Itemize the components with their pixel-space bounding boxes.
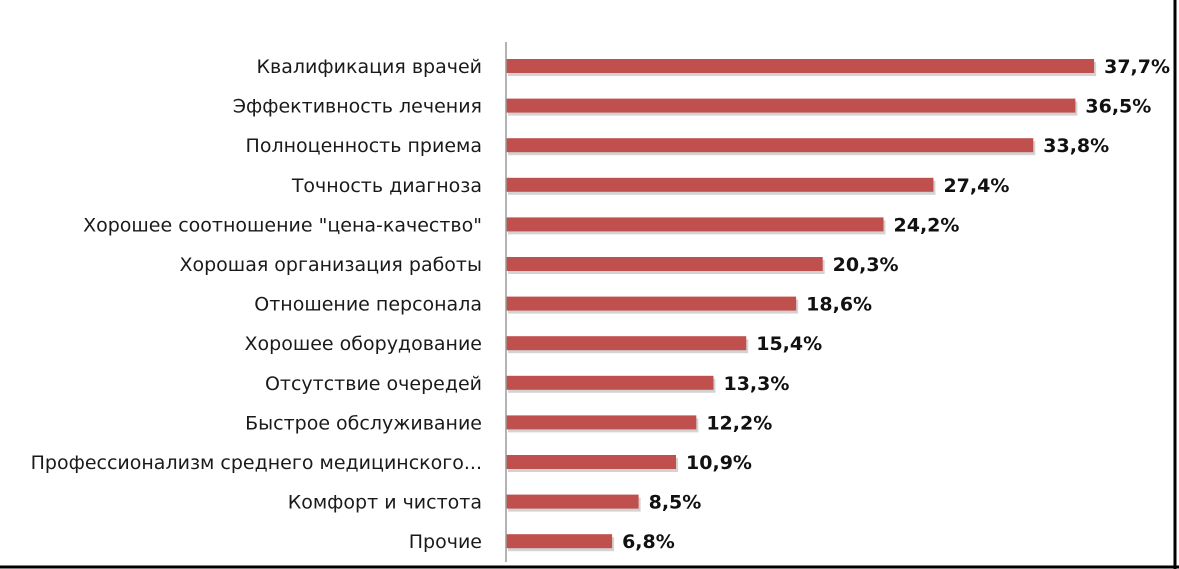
bar: [506, 98, 1076, 113]
bar: [506, 217, 884, 232]
bar: [506, 177, 934, 192]
value-label: 8,5%: [649, 492, 702, 514]
value-label: 33,8%: [1043, 135, 1109, 157]
bar: [506, 375, 714, 390]
category-label: Комфорт и чистота: [288, 492, 482, 514]
category-label: Полноценность приема: [246, 135, 482, 157]
value-label: 37,7%: [1104, 56, 1170, 78]
value-label: 20,3%: [833, 254, 899, 276]
value-label: 15,4%: [756, 333, 822, 355]
category-label: Хорошее соотношение "цена-качество": [83, 214, 482, 236]
bar: [506, 138, 1034, 153]
category-label: Отсутствие очередей: [265, 373, 482, 395]
bar: [506, 415, 697, 430]
category-label: Эффективность лечения: [233, 96, 482, 118]
bar: [506, 296, 797, 311]
category-labels-group: Квалификация врачей Эффективность лечения…: [31, 56, 482, 553]
value-label: 27,4%: [943, 175, 1009, 197]
bar: [506, 494, 639, 509]
category-label: Прочие: [409, 531, 482, 553]
bar: [506, 336, 747, 351]
bar: [506, 257, 823, 271]
value-label: 36,5%: [1085, 96, 1151, 118]
value-label: 10,9%: [686, 452, 752, 474]
category-label: Точность диагноза: [291, 175, 482, 197]
category-label: Профессионализм среднего медицинского...: [31, 452, 482, 474]
value-label: 13,3%: [723, 373, 789, 395]
category-label: Хорошая организация работы: [179, 254, 482, 276]
bar: [506, 59, 1095, 73]
bar: [506, 455, 677, 469]
value-label: 18,6%: [806, 294, 872, 316]
category-label: Хорошее оборудование: [245, 333, 482, 355]
value-label: 12,2%: [706, 412, 772, 434]
category-label: Быстрое обслуживание: [245, 412, 482, 434]
bar: [506, 534, 613, 549]
value-label: 6,8%: [622, 531, 675, 553]
category-label: Отношение персонала: [254, 294, 482, 316]
value-labels-group: 37,7% 36,5% 33,8% 27,4% 24,2% 20,3% 18,6% 15,4%…: [622, 56, 1170, 553]
category-label: Квалификация врачей: [257, 56, 482, 78]
bars-group: [506, 59, 1097, 552]
value-label: 24,2%: [894, 214, 960, 236]
